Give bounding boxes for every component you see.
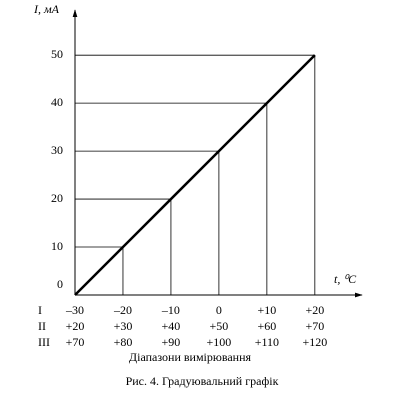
x-tick-label: +20 [66,319,85,333]
x-tick-label: +100 [207,335,232,349]
y-tick-label: 0 [57,277,63,291]
caption: Рис. 4. Градуювальний графік [126,374,279,388]
line [74,54,316,296]
x-tick-label: 0 [216,303,222,317]
x-tick-label: +70 [305,319,324,333]
x-tick-label: +10 [257,303,276,317]
x-tick-label: +40 [162,319,181,333]
row-name: III [38,335,50,349]
y-tick-label: 30 [51,143,63,157]
x-tick-label: +70 [66,335,85,349]
y-tick-label: 50 [51,47,63,61]
x-tick-label: +110 [255,335,279,349]
y-axis-label: I, мА [33,2,60,16]
y-tick-label: 20 [51,191,63,205]
x-tick-label: –30 [65,303,84,317]
x-tick-label: –10 [161,303,180,317]
x-tick-label: +120 [302,335,327,349]
row-name: II [38,319,46,333]
row-name: I [38,303,42,317]
y-tick-label: 40 [51,95,63,109]
x-tick-label: +60 [257,319,276,333]
x-tick-label: +20 [305,303,324,317]
x-axis-label: t, ⁰C [334,272,357,286]
y-tick-label: 10 [51,239,63,253]
x-tick-label: +90 [162,335,181,349]
x-tick-label: +30 [114,319,133,333]
x-tick-label: +50 [210,319,229,333]
ranges-label: Діапазони вимірювання [129,350,252,364]
x-tick-label: +80 [114,335,133,349]
x-tick-label: –20 [113,303,132,317]
